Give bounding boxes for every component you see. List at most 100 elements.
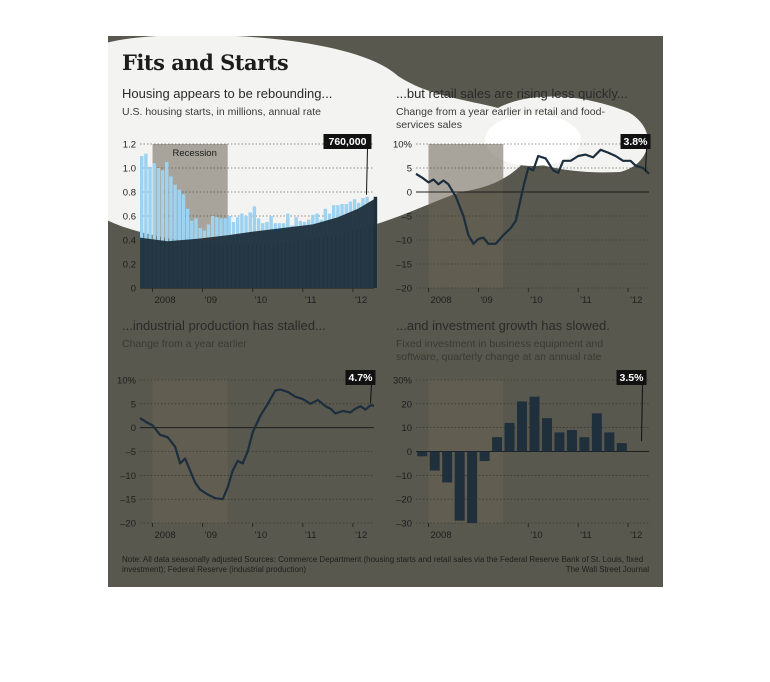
- investment-ytick-label: –10: [396, 471, 412, 482]
- charts-canvas: 1.2 1.0 0.8 0.6 0.4 0.2 0 2008 '09 '10 '11 '12 Reces…: [117, 134, 651, 541]
- retail-ytick-label: –15: [396, 260, 412, 271]
- retail-xtick-label: '09: [480, 295, 492, 306]
- retail-ytick-label: –10: [396, 236, 412, 247]
- investment-xtick-label: 2008: [430, 530, 451, 541]
- housing-chart: 1.2 1.0 0.8 0.6 0.4 0.2 0 2008 '09 '10 '11 '12 Reces…: [123, 134, 378, 306]
- investment-subheading: Fixed investment in business equipment a…: [396, 338, 604, 363]
- investment-bar: [417, 451, 428, 457]
- investment-bar: [541, 418, 552, 452]
- housing-bar: [148, 166, 152, 288]
- industrial-xtick-label: '11: [305, 530, 317, 541]
- industrial-callout-badge: [345, 370, 376, 385]
- retail-ytick-label: 5: [407, 164, 412, 175]
- housing-ytick-label: 1.2: [123, 140, 136, 151]
- industrial-ytick-label: 5: [131, 399, 136, 410]
- investment-ytick-label: 20: [401, 399, 412, 410]
- housing-heading: Housing appears to be rebounding...: [122, 86, 333, 101]
- retail-heading: ...but retail sales are rising less quic…: [396, 86, 628, 101]
- retail-series-line: [415, 148, 650, 245]
- investment-bar: [529, 396, 540, 452]
- housing-ytick-label: 0.2: [123, 260, 136, 271]
- housing-bar: [144, 153, 148, 288]
- investment-ytick-label: 0: [407, 447, 412, 458]
- graphic-title: Fits and Starts: [122, 50, 289, 75]
- industrial-xtick-label: '10: [255, 530, 267, 541]
- investment-bar: [429, 451, 440, 471]
- investment-bar: [442, 451, 453, 483]
- housing-last-bar: [373, 196, 378, 288]
- investment-ytick-label: 10: [401, 423, 412, 434]
- investment-xtick-label: '11: [580, 530, 592, 541]
- investment-bar: [566, 430, 577, 452]
- investment-xtick-label: '10: [530, 530, 542, 541]
- retail-callout-label: 3.8%: [624, 136, 649, 148]
- housing-bar: [165, 162, 169, 288]
- investment-bar: [591, 413, 602, 452]
- housing-xtick-label: '09: [205, 295, 217, 306]
- industrial-ytick-label: 0: [131, 423, 136, 434]
- investment-bar: [604, 432, 615, 452]
- housing-recession-label: Recession: [173, 148, 217, 159]
- housing-callout-badge: [323, 134, 372, 149]
- source-note: Note: All data seasonally adjusted Sourc…: [122, 555, 644, 574]
- industrial-ytick-label: –5: [125, 447, 136, 458]
- investment-bar: [479, 451, 490, 462]
- industrial-ytick-label: –20: [120, 519, 136, 530]
- investment-bar: [579, 437, 590, 452]
- industrial-callout-label: 4.7%: [349, 372, 374, 384]
- industrial-heading: ...industrial production has stalled...: [122, 318, 326, 333]
- housing-ytick-label: 0.4: [123, 236, 136, 247]
- investment-bar: [616, 443, 627, 452]
- investment-callout-badge: [616, 370, 647, 385]
- retail-xtick-label: '10: [530, 295, 542, 306]
- industrial-series-line: [139, 388, 375, 501]
- retail-ytick-label: –20: [396, 284, 412, 295]
- industrial-xtick-label: '09: [205, 530, 217, 541]
- graphic-card: Fits and Starts Housing appears to be re…: [108, 36, 663, 587]
- industrial-ytick-label: –10: [120, 471, 136, 482]
- retail-xtick-label: '12: [630, 295, 642, 306]
- housing-lower-area: [140, 199, 374, 288]
- investment-bar: [554, 432, 565, 452]
- housing-callout-label: 760,000: [328, 136, 366, 148]
- retail-xtick-label: '11: [580, 295, 592, 306]
- housing-ytick-label: 0.6: [123, 212, 136, 223]
- retail-ytick-label: 10%: [393, 140, 413, 151]
- housing-bar: [156, 168, 161, 288]
- retail-ytick-label: –5: [401, 212, 412, 223]
- housing-bar: [173, 184, 177, 288]
- housing-bar: [140, 156, 144, 288]
- housing-xtick-label: 2008: [155, 295, 176, 306]
- housing-ytick-label: 1.0: [123, 164, 136, 175]
- industrial-xtick-label: 2008: [155, 530, 176, 541]
- investment-bar: [467, 451, 478, 523]
- retail-xtick-label: 2008: [430, 295, 451, 306]
- investment-callout-label: 3.5%: [620, 372, 645, 384]
- investment-bar: [492, 437, 503, 452]
- housing-ytick-label: 0: [131, 284, 136, 295]
- industrial-xtick-label: '12: [355, 530, 367, 541]
- housing-bar: [152, 163, 156, 288]
- investment-ytick-label: 30%: [393, 376, 413, 387]
- industrial-ytick-label: 10%: [117, 376, 137, 387]
- investment-chart: 30% 20 10 0 –10 –20 –30 2008 '10 '11 '12 3.5%: [393, 370, 649, 541]
- housing-callout-leader: [365, 148, 368, 195]
- industrial-chart: 10% 5 0 –5 –10 –15 –20 2008 '09 '10 '11 '12 4.7%: [117, 370, 376, 541]
- publisher-credit: The Wall Street Journal: [565, 565, 649, 574]
- investment-ytick-label: –20: [396, 495, 412, 506]
- housing-bar: [160, 170, 165, 288]
- investment-bar: [517, 401, 528, 452]
- investment-xtick-label: '12: [630, 530, 642, 541]
- housing-ytick-label: 0.8: [123, 188, 136, 199]
- housing-subheading: U.S. housing starts, in millions, annual…: [122, 106, 322, 118]
- retail-chart: 10% 5 0 –5 –10 –15 –20 2008 '09 '10 '11 '12 3.8%: [393, 134, 651, 306]
- investment-ytick-label: –30: [396, 519, 412, 530]
- housing-xtick-label: '10: [255, 295, 267, 306]
- retail-callout-leader: [645, 148, 648, 172]
- housing-xtick-label: '11: [305, 295, 317, 306]
- industrial-ytick-label: –15: [120, 495, 136, 506]
- housing-xtick-label: '12: [355, 295, 367, 306]
- investment-heading: ...and investment growth has slowed.: [396, 318, 610, 333]
- retail-callout-badge: [620, 134, 651, 149]
- housing-bar: [169, 176, 173, 288]
